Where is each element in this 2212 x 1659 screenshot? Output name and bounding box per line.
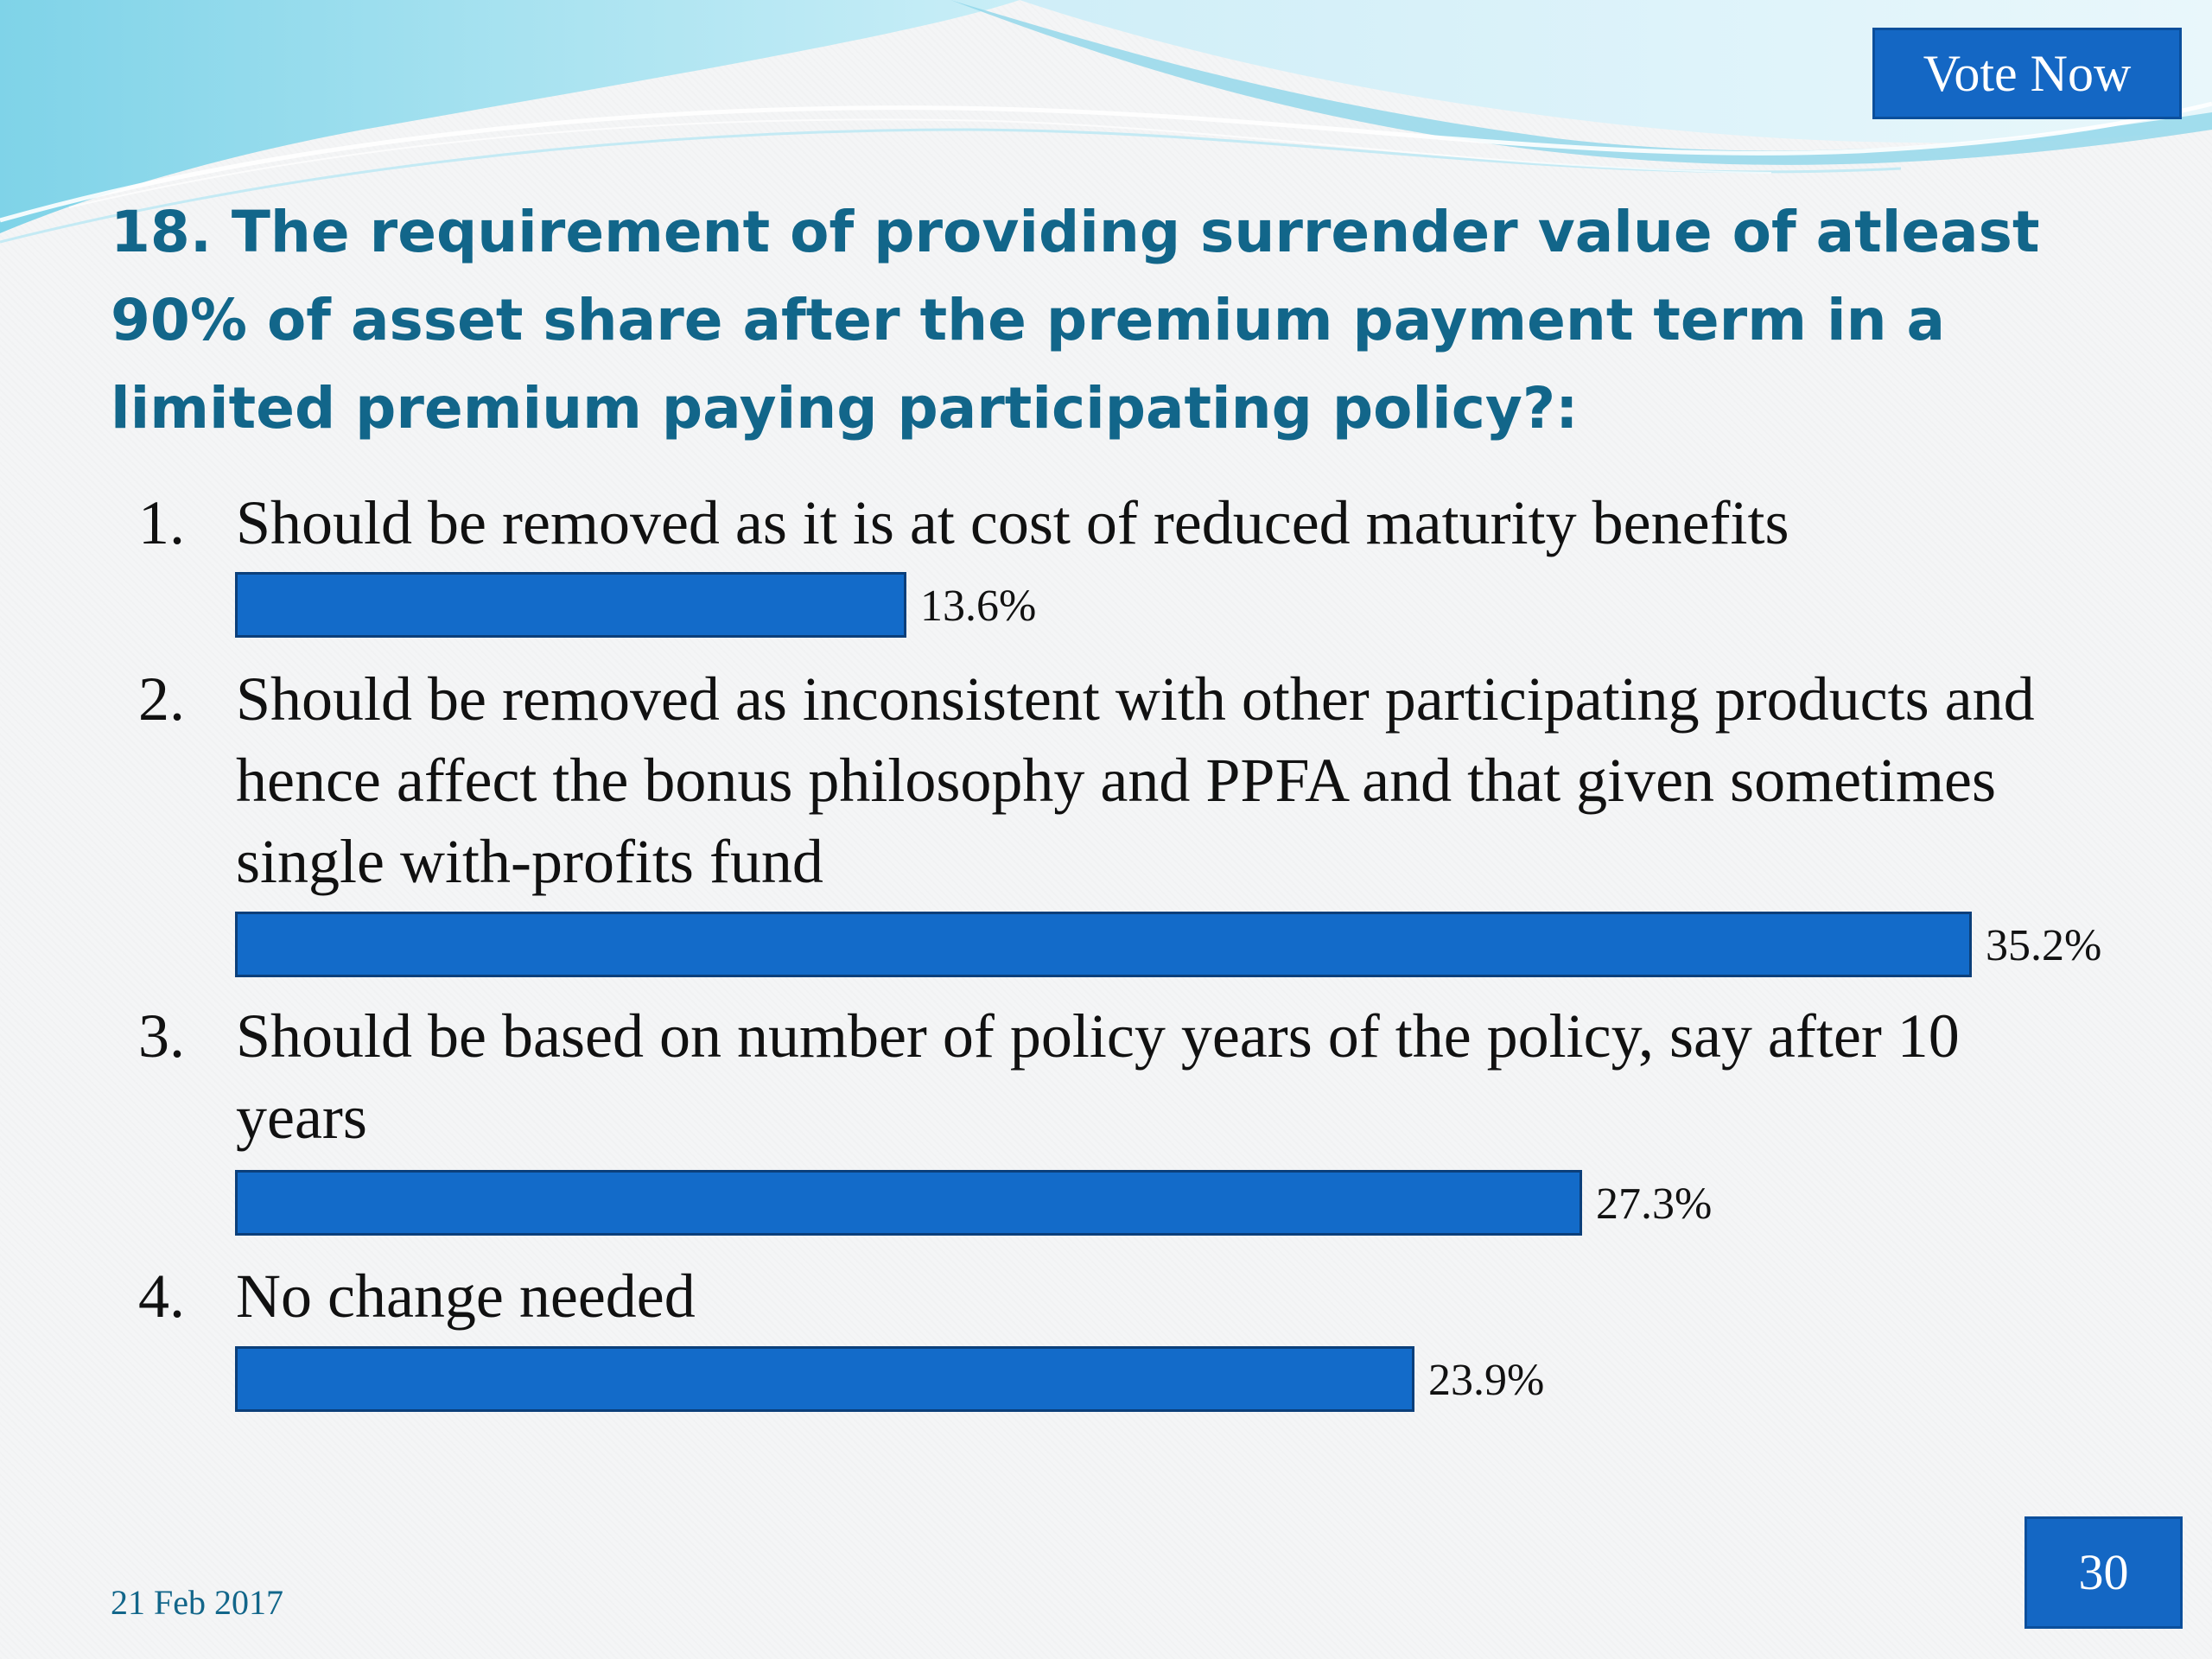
option-number: 4. bbox=[138, 1262, 185, 1331]
result-bar bbox=[235, 912, 1972, 977]
option-text: Should be removed as it is at cost of re… bbox=[236, 488, 1789, 557]
result-bar bbox=[235, 572, 906, 638]
slide-date: 21 Feb 2017 bbox=[111, 1583, 283, 1622]
percent-label: 35.2% bbox=[1986, 921, 2102, 970]
result-bar bbox=[235, 1170, 1582, 1236]
result-bar bbox=[235, 1346, 1414, 1412]
option-number: 2. bbox=[138, 664, 185, 734]
option-text: Should be removed as inconsistent with o… bbox=[236, 664, 2035, 896]
vote-now-button[interactable]: Vote Now bbox=[1872, 28, 2182, 119]
page-number-badge: 30 bbox=[2024, 1516, 2183, 1629]
option-text: Should be based on number of policy year… bbox=[236, 1001, 1960, 1152]
percent-label: 13.6% bbox=[920, 582, 1037, 631]
percent-label: 23.9% bbox=[1428, 1356, 1545, 1405]
percent-label: 27.3% bbox=[1596, 1179, 1713, 1229]
option-number: 1. bbox=[138, 488, 185, 557]
question-title: 18. The requirement of providing surrend… bbox=[111, 199, 2040, 442]
option-number: 3. bbox=[138, 1001, 185, 1071]
option-text: No change needed bbox=[236, 1262, 696, 1331]
